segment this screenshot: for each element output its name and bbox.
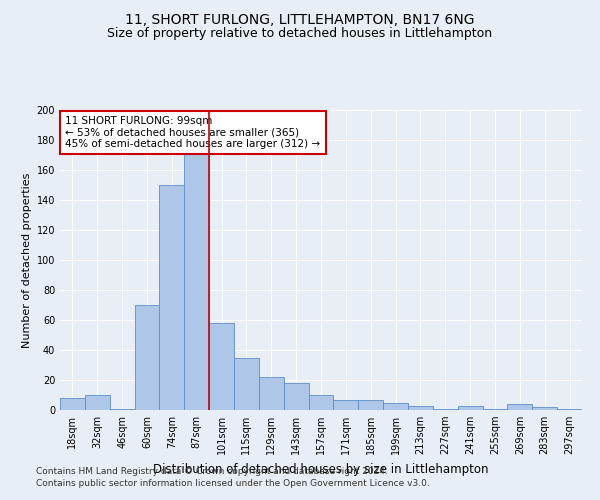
Bar (508, 404, 532, 410)
Text: Contains HM Land Registry data © Crown copyright and database right 2024.: Contains HM Land Registry data © Crown c… (36, 467, 388, 476)
Bar (383, 402, 408, 410)
Bar (557, 408, 582, 410)
Bar (85, 395, 110, 410)
Bar (134, 305, 160, 410)
Bar (458, 406, 482, 410)
X-axis label: Distribution of detached houses by size in Littlehampton: Distribution of detached houses by size … (153, 462, 489, 475)
Bar (334, 400, 358, 410)
Bar (433, 408, 458, 410)
Bar (184, 132, 209, 410)
Bar (259, 377, 284, 410)
Bar (110, 408, 134, 410)
Bar (408, 406, 433, 410)
Bar (358, 400, 383, 410)
Text: 11 SHORT FURLONG: 99sqm
← 53% of detached houses are smaller (365)
45% of semi-d: 11 SHORT FURLONG: 99sqm ← 53% of detache… (65, 116, 320, 149)
Bar (60, 398, 85, 410)
Bar (482, 408, 508, 410)
Bar (209, 323, 234, 410)
Bar (308, 395, 334, 410)
Y-axis label: Number of detached properties: Number of detached properties (22, 172, 32, 348)
Text: Contains public sector information licensed under the Open Government Licence v3: Contains public sector information licen… (36, 478, 430, 488)
Bar (532, 407, 557, 410)
Bar (234, 358, 259, 410)
Bar (284, 383, 308, 410)
Text: Size of property relative to detached houses in Littlehampton: Size of property relative to detached ho… (107, 28, 493, 40)
Bar (160, 185, 184, 410)
Text: 11, SHORT FURLONG, LITTLEHAMPTON, BN17 6NG: 11, SHORT FURLONG, LITTLEHAMPTON, BN17 6… (125, 12, 475, 26)
